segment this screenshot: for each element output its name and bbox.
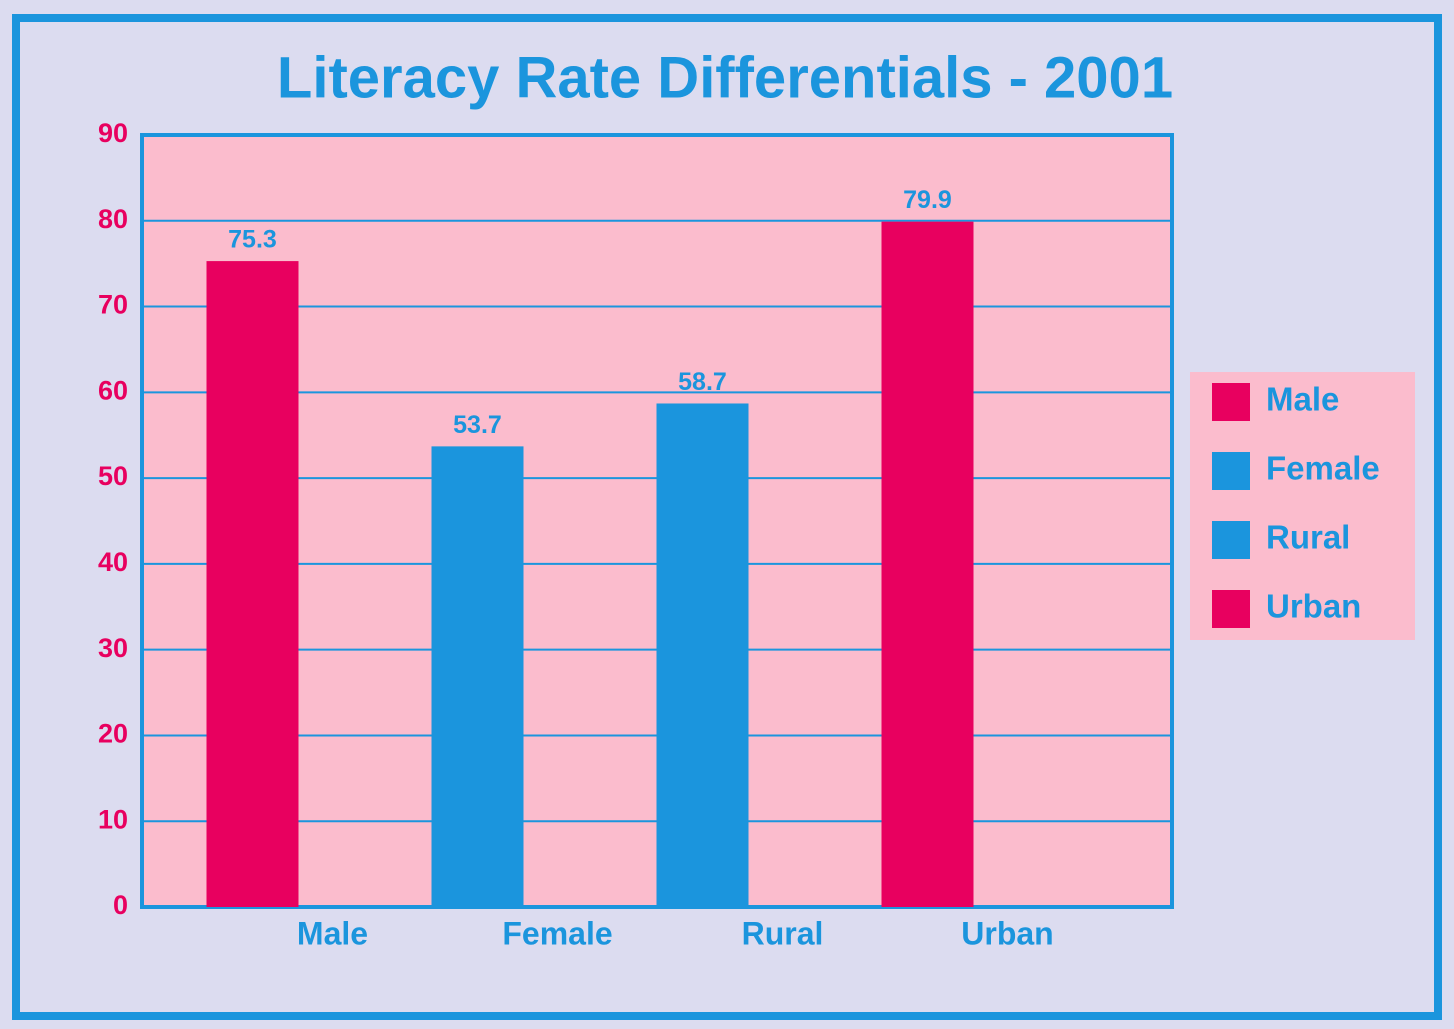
chart-title: Literacy Rate Differentials - 2001 — [277, 45, 1173, 110]
bar — [656, 403, 749, 907]
value-label: 75.3 — [228, 226, 277, 254]
x-tick-label: Male — [297, 915, 368, 951]
y-tick-label: 70 — [98, 290, 128, 320]
y-tick-label: 90 — [98, 118, 128, 148]
bar — [431, 446, 524, 907]
y-tick-label: 0 — [113, 890, 128, 920]
y-tick-label: 40 — [98, 547, 128, 577]
legend-swatch — [1212, 383, 1250, 421]
y-tick-label: 10 — [98, 804, 128, 834]
legend-swatch — [1212, 590, 1250, 628]
x-tick-label: Rural — [742, 915, 824, 951]
legend-swatch — [1212, 452, 1250, 490]
y-tick-label: 20 — [98, 719, 128, 749]
y-tick-label: 80 — [98, 204, 128, 234]
bar — [206, 261, 299, 907]
legend-label: Male — [1266, 381, 1339, 418]
value-label: 58.7 — [678, 368, 727, 396]
y-tick-label: 60 — [98, 375, 128, 405]
legend-swatch — [1212, 521, 1250, 559]
bar — [881, 221, 974, 907]
legend-label: Rural — [1266, 519, 1350, 556]
y-tick-label: 30 — [98, 633, 128, 663]
frame — [12, 14, 1442, 1020]
value-label: 53.7 — [453, 411, 502, 439]
legend-label: Female — [1266, 450, 1380, 487]
x-tick-label: Female — [502, 915, 612, 951]
value-label: 79.9 — [903, 186, 952, 214]
x-tick-label: Urban — [961, 915, 1053, 951]
y-tick-label: 50 — [98, 461, 128, 491]
legend-label: Urban — [1266, 588, 1361, 625]
